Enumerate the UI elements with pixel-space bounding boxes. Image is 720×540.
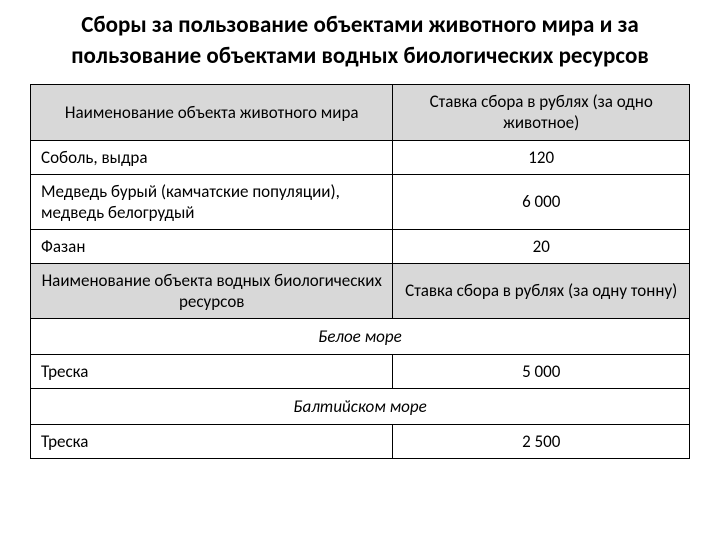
cell-name: Фазан	[31, 229, 393, 263]
page-title: Сборы за пользование объектами животного…	[30, 10, 690, 72]
cell-name: Медведь бурый (камчатские популяции), ме…	[31, 174, 393, 229]
table-row: Треска 5 000	[31, 355, 690, 389]
header-col-name: Наименование объекта животного мира	[31, 85, 393, 141]
header-col-name: Наименование объекта водных биологически…	[31, 263, 393, 319]
cell-value: 120	[393, 140, 690, 174]
table-row: Медведь бурый (камчатские популяции), ме…	[31, 174, 690, 229]
cell-name: Треска	[31, 425, 393, 459]
cell-value: 2 500	[393, 425, 690, 459]
section-title-cell: Белое море	[31, 319, 690, 355]
cell-value: 5 000	[393, 355, 690, 389]
table-row: Треска 2 500	[31, 425, 690, 459]
header-col-rate: Ставка сбора в рублях (за одно животное)	[393, 85, 690, 141]
cell-name: Соболь, выдра	[31, 140, 393, 174]
cell-name: Треска	[31, 355, 393, 389]
table-row: Соболь, выдра 120	[31, 140, 690, 174]
section-title-row: Белое море	[31, 319, 690, 355]
table-row: Фазан 20	[31, 229, 690, 263]
cell-value: 20	[393, 229, 690, 263]
section-title-cell: Балтийском море	[31, 389, 690, 425]
table-header-water: Наименование объекта водных биологически…	[31, 263, 690, 319]
section-title-row: Балтийском море	[31, 389, 690, 425]
table-header-animals: Наименование объекта животного мира Став…	[31, 85, 690, 141]
header-col-rate: Ставка сбора в рублях (за одну тонну)	[393, 263, 690, 319]
cell-value: 6 000	[393, 174, 690, 229]
fees-table: Наименование объекта животного мира Став…	[30, 84, 690, 459]
